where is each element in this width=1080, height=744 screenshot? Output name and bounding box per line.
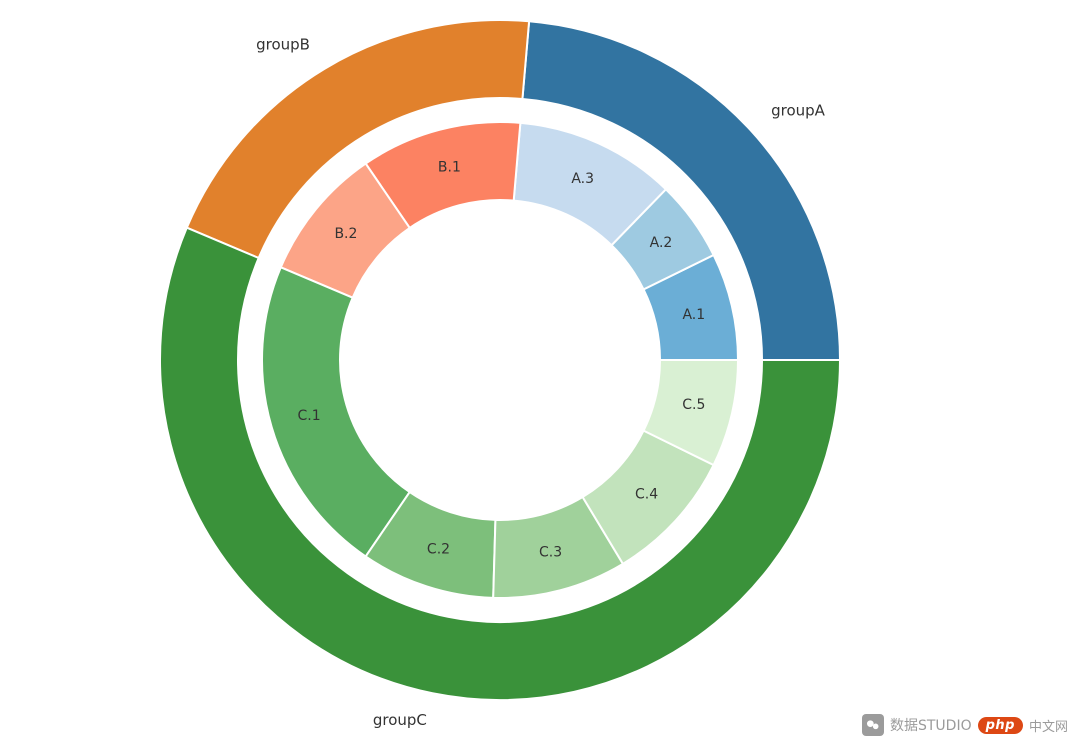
label-groupA: groupA (771, 102, 826, 120)
label-C-1: C.1 (297, 408, 320, 424)
label-B-2: B.2 (334, 226, 357, 242)
nested-donut-chart: groupA groupB groupC A.1 A.2 A.3 B.1 B.2 C.1 C.2 C… (0, 0, 1080, 744)
label-C-4: C.4 (635, 487, 658, 503)
label-A-3: A.3 (571, 171, 594, 187)
label-C-2: C.2 (427, 541, 450, 557)
label-A-2: A.2 (650, 235, 673, 251)
watermark-cn-text: 中文网 (1029, 716, 1068, 735)
label-B-1: B.1 (438, 160, 461, 176)
wechat-icon (862, 714, 884, 736)
label-C-5: C.5 (682, 397, 705, 413)
label-A-1: A.1 (682, 307, 705, 323)
label-C-3: C.3 (539, 544, 562, 560)
watermark: 数据STUDIO php 中文网 (862, 714, 1068, 736)
label-groupC: groupC (373, 711, 427, 729)
watermark-studio-text: 数据STUDIO (890, 715, 972, 735)
php-badge: php (978, 717, 1023, 734)
slice-groupC (160, 228, 840, 700)
label-groupB: groupB (256, 35, 310, 53)
